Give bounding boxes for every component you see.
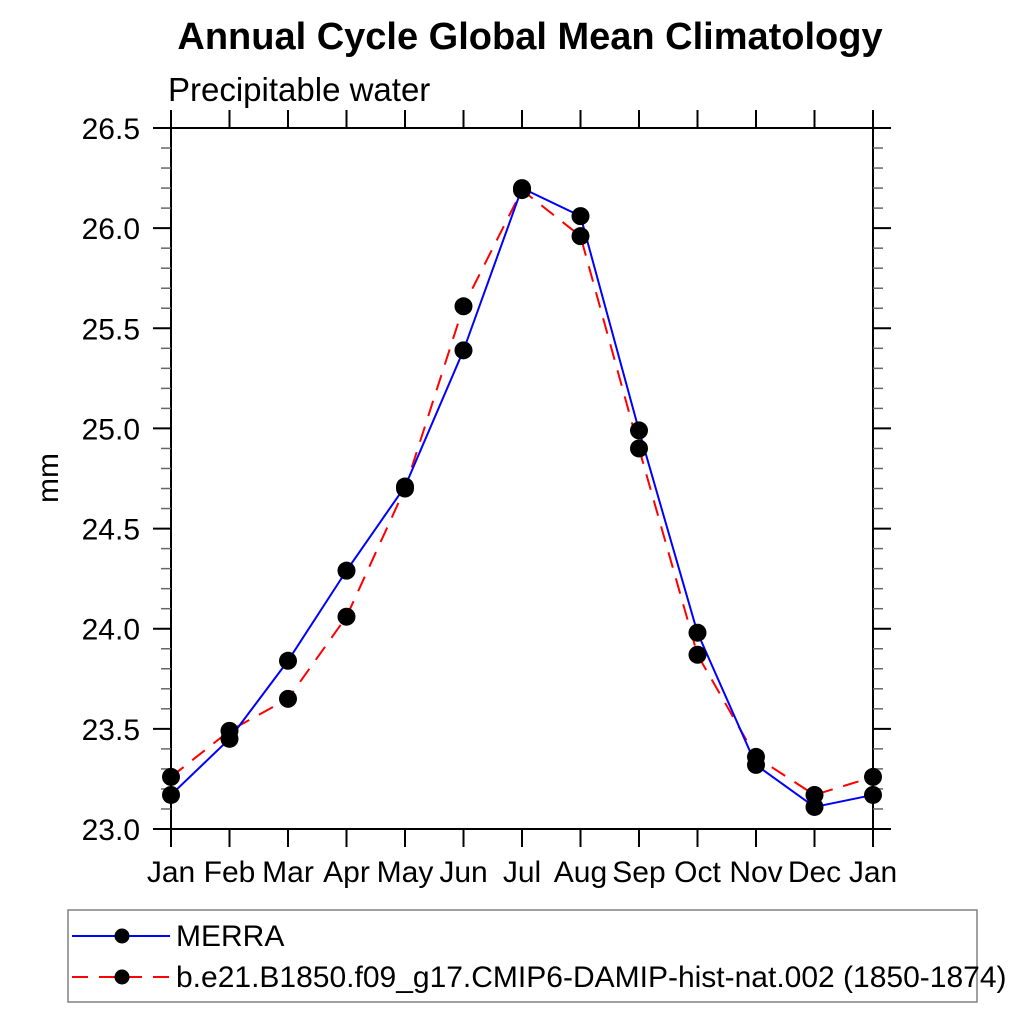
x-tick-label: Oct: [674, 856, 721, 889]
y-tick-label: 25.5: [82, 313, 140, 346]
legend-marker-icon: [114, 969, 130, 985]
legend-entry-merra: MERRA: [72, 920, 284, 953]
model-data-point: [162, 767, 180, 786]
x-tick-label: Jan: [849, 856, 897, 889]
y-tick-label: 24.0: [82, 614, 140, 647]
y-tick-label: 26.0: [82, 213, 140, 246]
legend-marker-icon: [114, 928, 130, 944]
x-tick-label: Jul: [503, 856, 541, 889]
plot-frame: [170, 127, 874, 830]
model-data-point: [688, 645, 707, 664]
model-data-point: [337, 607, 356, 626]
merra-data-point: [630, 421, 648, 440]
legend-label-model: b.e21.B1850.f09_g17.CMIP6-DAMIP-hist-nat…: [176, 961, 1007, 994]
legend-box: [67, 909, 978, 1003]
merra-data-point: [571, 207, 590, 226]
merra-data-point: [396, 477, 414, 496]
x-tick-label: Sep: [612, 856, 665, 889]
merra-data-point: [337, 561, 356, 580]
y-tick-label: 24.5: [82, 514, 140, 547]
x-tick-label: Apr: [323, 856, 370, 889]
merra-data-point: [747, 755, 765, 774]
legend-label-merra: MERRA: [176, 920, 284, 953]
model-data-point: [454, 297, 473, 316]
merra-data-point: [220, 729, 239, 748]
y-tick-label: 26.5: [82, 113, 140, 146]
chart-title: Annual Cycle Global Mean Climatology: [177, 16, 882, 58]
y-tick-label: 23.5: [82, 714, 140, 747]
merra-data-point: [688, 623, 707, 642]
model-line: [170, 188, 874, 797]
model-data-point: [864, 767, 882, 786]
merra-line: [170, 186, 874, 809]
x-tick-label: Mar: [262, 856, 314, 889]
merra-data-point: [162, 785, 180, 804]
merra-data-point: [864, 785, 882, 804]
x-tick-label: May: [377, 856, 434, 889]
legend-entry-model: b.e21.B1850.f09_g17.CMIP6-DAMIP-hist-nat…: [72, 961, 1007, 994]
merra-data-point: [279, 651, 297, 670]
legend: MERRA b.e21.B1850.f09_g17.CMIP6-DAMIP-hi…: [67, 909, 1007, 1003]
x-tick-label: Dec: [788, 856, 841, 889]
x-tick-label: Aug: [554, 856, 607, 889]
x-tick-label: Nov: [729, 856, 782, 889]
model-data-point: [571, 227, 590, 246]
merra-data-point: [513, 179, 531, 198]
x-tick-label: Feb: [204, 856, 256, 889]
model-data-point: [630, 439, 648, 458]
chart-subtitle: Precipitable water: [168, 71, 430, 108]
x-tick-label: Jun: [439, 856, 487, 889]
y-tick-label: 25.0: [82, 413, 140, 446]
x-tick-label: Jan: [147, 856, 195, 889]
y-tick-label: 23.0: [82, 814, 140, 847]
y-axis-label: mm: [32, 453, 65, 503]
model-data-point: [279, 689, 297, 708]
merra-data-point: [805, 797, 824, 816]
merra-data-point: [454, 341, 473, 360]
